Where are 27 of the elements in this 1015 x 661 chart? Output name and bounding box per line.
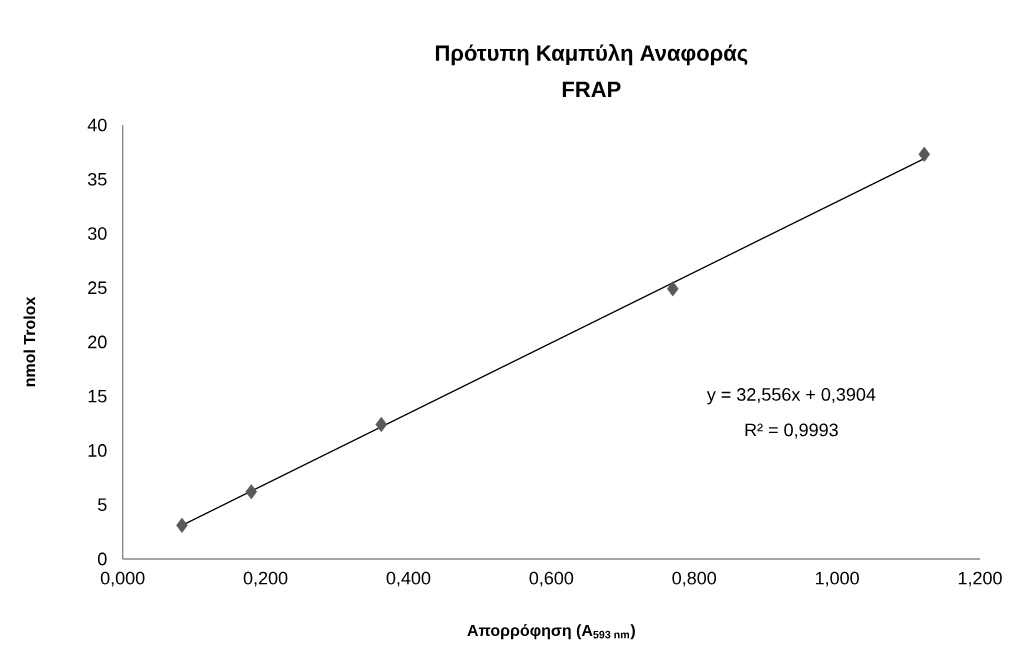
x-tick-label: 1,200: [958, 571, 1002, 587]
x-tick-label: 0,400: [386, 571, 431, 587]
annotation: R² = 0,9993: [745, 423, 838, 439]
x-tick-label: 0,800: [672, 571, 717, 587]
point: [667, 281, 679, 297]
y-tick-label: 0: [98, 552, 107, 566]
point: [375, 416, 388, 433]
point: [176, 517, 188, 533]
y-tick-label: 15: [88, 389, 107, 403]
x-tick-label: 1,000: [815, 571, 859, 587]
y-tick-label: 20: [88, 335, 107, 349]
y-tick-label: 35: [87, 172, 107, 186]
x-tick-label: 0,600: [529, 571, 574, 587]
y-tick-label: 40: [87, 118, 107, 132]
y-tick-label: 25: [88, 281, 107, 295]
y-tick-label: 30: [87, 227, 107, 240]
chart-subtitle: FRAP: [562, 81, 621, 97]
y-tick-label: 10: [88, 444, 107, 457]
x-tick-label: 0,000: [100, 571, 145, 587]
point: [918, 146, 931, 162]
y-tick-label: 5: [98, 498, 107, 512]
point: [245, 484, 258, 500]
y-axis-title: nmol Trolox: [23, 296, 36, 387]
x-tick-label: 0,200: [243, 571, 288, 587]
annotation: y = 32,556x + 0,3904: [706, 388, 876, 405]
chart-title: Πρότυπη Καμπύλη Αναφοράς: [435, 44, 748, 66]
x-axis-title: Απορρόφηση (A$_{593 nm}$): [467, 624, 635, 640]
